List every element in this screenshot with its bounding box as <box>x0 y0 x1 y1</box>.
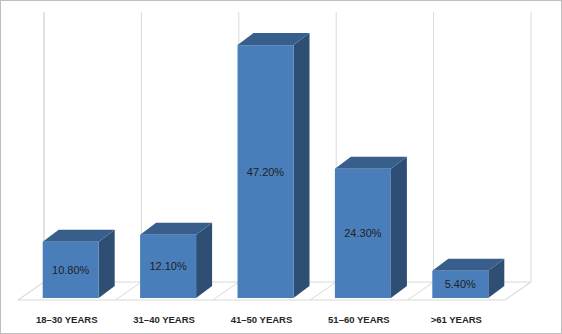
bar-front <box>43 242 99 298</box>
bar-side <box>391 157 407 298</box>
grid-line <box>433 12 434 282</box>
category-label: 18–30 YEARS <box>36 314 98 325</box>
bar-side <box>294 33 310 298</box>
bar <box>140 223 212 298</box>
bar-top <box>238 33 310 45</box>
outer-frame <box>1 1 562 334</box>
bar-side <box>99 230 115 298</box>
bar-front <box>238 45 294 298</box>
category-label: 31–40 YEARS <box>133 314 195 325</box>
bar <box>432 259 504 298</box>
grid-line <box>531 12 532 282</box>
bar <box>335 157 407 298</box>
chart-container: 10.80% 18–30 YEARS 12.10% 31–40 YEARS 47.20%… <box>0 0 562 334</box>
bar-top <box>335 157 407 169</box>
bars <box>43 33 505 298</box>
labels: 10.80% 18–30 YEARS 12.10% 31–40 YEARS 47.20%… <box>36 166 482 325</box>
floor-divider <box>18 282 44 300</box>
bar-front <box>140 235 196 298</box>
floor-divider <box>505 282 531 300</box>
category-label: >61 YEARS <box>431 314 482 325</box>
bar-front <box>335 169 391 298</box>
data-label: 10.80% <box>52 264 90 276</box>
data-label: 12.10% <box>149 260 187 272</box>
bar-front <box>432 271 488 298</box>
category-label: 51–60 YEARS <box>328 314 390 325</box>
category-label: 41–50 YEARS <box>231 314 293 325</box>
bar-side <box>196 223 212 298</box>
floor-divider <box>408 282 434 300</box>
data-label: 24.30% <box>344 227 382 239</box>
floor-divider <box>115 282 141 300</box>
bar-top <box>43 230 115 242</box>
bar-top <box>140 223 212 235</box>
data-label: 5.40% <box>445 278 476 290</box>
data-label: 47.20% <box>247 166 285 178</box>
bar-top <box>432 259 504 271</box>
bar <box>238 33 310 298</box>
bar <box>43 230 115 298</box>
floor-divider <box>310 282 336 300</box>
floor-divider <box>213 282 239 300</box>
chart-svg: 10.80% 18–30 YEARS 12.10% 31–40 YEARS 47.20%… <box>0 0 562 334</box>
